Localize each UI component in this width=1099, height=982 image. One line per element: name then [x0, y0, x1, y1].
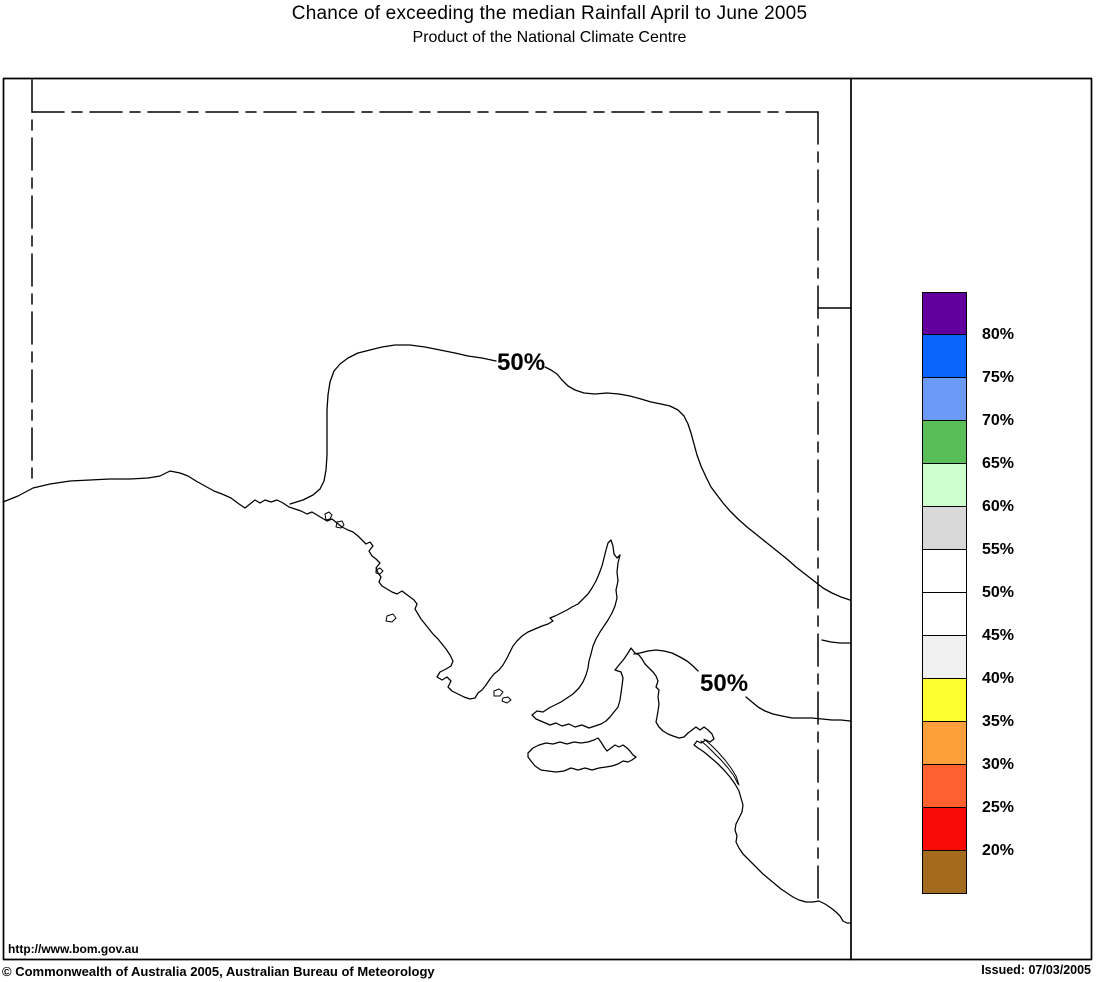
footer-copyright: © Commonwealth of Australia 2005, Austra…: [2, 964, 435, 979]
legend-label: 50%: [982, 584, 1015, 601]
legend-swatches: [922, 292, 967, 894]
legend-swatch: [922, 377, 967, 421]
legend-swatch: [922, 506, 967, 550]
contour-50-north: [289, 344, 851, 644]
legend-swatch: [922, 764, 967, 808]
legend-label: 20%: [982, 842, 1015, 859]
contour-50-south: [633, 649, 851, 722]
legend-swatch: [922, 721, 967, 765]
map-frame: [2, 77, 1093, 961]
legend-swatch: [922, 850, 967, 894]
legend-label: 60%: [982, 498, 1015, 515]
page-title: Chance of exceeding the median Rainfall …: [291, 3, 808, 24]
legend-swatch: [922, 592, 967, 636]
legend-swatch: [922, 549, 967, 593]
legend-label: 40%: [982, 670, 1015, 687]
legend-label: 45%: [982, 627, 1015, 644]
legend-label: 65%: [982, 455, 1015, 472]
legend-label: 70%: [982, 412, 1015, 429]
legend-label: 55%: [982, 541, 1015, 558]
legend-swatch: [922, 807, 967, 851]
legend-label: 35%: [982, 713, 1015, 730]
legend-swatch: [922, 334, 967, 378]
legend-label: 75%: [982, 369, 1015, 386]
legend-label: 30%: [982, 756, 1015, 773]
coorong-lagoon-lines: [700, 738, 740, 786]
footer-issued-date: Issued: 07/03/2005: [981, 963, 1091, 977]
legend-swatch: [922, 292, 967, 335]
kangaroo-island: [527, 737, 637, 773]
legend-label: 80%: [982, 326, 1015, 343]
legend-swatch: [922, 635, 967, 679]
coastline: [2, 470, 852, 924]
legend-swatch: [922, 678, 967, 722]
page-subtitle: Product of the National Climate Centre: [412, 29, 687, 46]
contour-label-south: 50%: [700, 670, 748, 697]
contour-label-north: 50%: [497, 349, 545, 376]
legend-swatch: [922, 463, 967, 507]
footer-url: http://www.bom.gov.au: [8, 942, 139, 956]
legend-label: 25%: [982, 799, 1015, 816]
legend-swatch: [922, 420, 967, 464]
small-islands: [324, 511, 512, 704]
